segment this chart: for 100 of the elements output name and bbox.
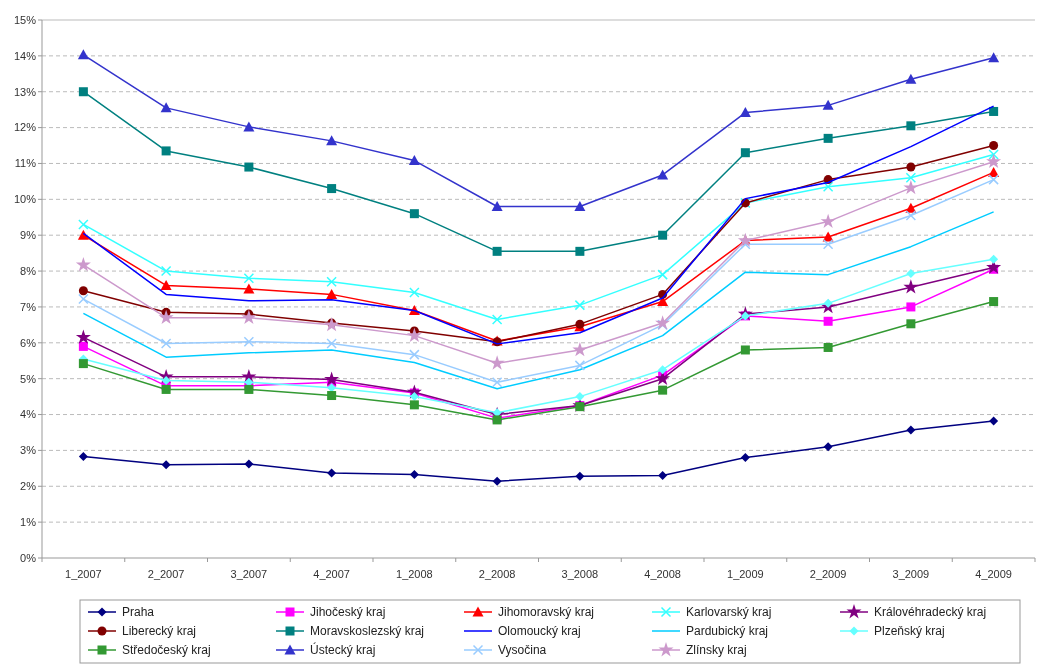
point	[575, 246, 585, 256]
x-tick-label: 4_2009	[975, 568, 1012, 580]
point	[326, 276, 337, 288]
point	[244, 459, 254, 469]
point	[491, 201, 503, 212]
y-tick-label: 0%	[20, 551, 37, 564]
legend-label: Plzeňský kraj	[874, 624, 945, 639]
point	[327, 184, 337, 194]
point	[823, 442, 833, 452]
point	[327, 468, 337, 478]
point	[740, 148, 750, 158]
point	[823, 316, 833, 326]
x-tick-label: 3_2008	[561, 568, 599, 580]
y-tick-label: 11%	[14, 157, 37, 170]
point	[160, 279, 172, 290]
line-series	[82, 211, 995, 390]
point	[574, 360, 586, 371]
y-tick-label: 8%	[20, 264, 37, 277]
point	[822, 181, 834, 193]
y-tick-label: 15%	[13, 13, 37, 26]
point	[492, 476, 502, 486]
legend-label: Moravskoslezský kraj	[310, 624, 425, 639]
point	[575, 471, 585, 481]
point	[241, 309, 257, 325]
legend-label: Olomoucký kraj	[498, 624, 581, 639]
point	[78, 341, 88, 351]
point	[160, 265, 172, 277]
point	[243, 272, 255, 284]
x-tick-label: 4_2007	[313, 568, 350, 580]
legend-label: Královéhradecký kraj	[874, 605, 987, 620]
point	[740, 453, 750, 463]
point	[409, 209, 419, 219]
x-tick-label: 4_2008	[644, 568, 681, 580]
point	[326, 135, 338, 146]
point	[903, 279, 919, 294]
point	[989, 416, 999, 426]
point	[78, 219, 89, 230]
point	[326, 288, 338, 299]
point	[78, 452, 88, 461]
point	[492, 246, 502, 256]
point	[409, 392, 419, 402]
point	[658, 385, 668, 395]
point	[158, 309, 174, 325]
point	[78, 359, 88, 369]
x-tick-label: 2_2009	[809, 568, 847, 580]
point	[324, 371, 340, 386]
point	[243, 121, 255, 132]
y-tick-label: 5%	[20, 372, 37, 385]
point	[740, 345, 750, 355]
point	[820, 213, 836, 228]
point	[905, 172, 917, 184]
point	[823, 133, 833, 143]
point	[77, 49, 89, 60]
point	[244, 162, 254, 172]
point	[326, 338, 337, 349]
y-tick-label: 13%	[13, 85, 37, 98]
point	[161, 146, 171, 156]
point	[986, 153, 1002, 169]
point	[906, 269, 916, 279]
point	[409, 469, 419, 479]
x-tick-label: 1_2008	[396, 568, 433, 580]
point	[409, 349, 420, 360]
point	[906, 319, 916, 329]
point	[906, 425, 916, 435]
x-tick-label: 1_2007	[65, 568, 102, 580]
point	[243, 283, 255, 294]
point	[408, 155, 420, 166]
point	[658, 230, 668, 240]
y-tick-label: 1%	[20, 515, 37, 528]
point	[989, 141, 999, 151]
point	[409, 287, 420, 298]
y-tick-label: 9%	[20, 229, 37, 242]
y-tick-label: 2%	[20, 480, 37, 493]
point	[409, 400, 419, 410]
point	[574, 201, 586, 212]
point	[575, 392, 585, 402]
point	[572, 342, 588, 357]
x-tick-label: 1_2009	[727, 568, 764, 580]
point	[160, 102, 172, 113]
point	[327, 391, 337, 401]
point	[489, 355, 505, 370]
x-tick-label: 3_2007	[230, 568, 268, 580]
point	[903, 179, 919, 195]
legend-label: Zlínsky kraj	[686, 643, 747, 658]
legend-label: Středočeský kraj	[122, 643, 211, 658]
point	[906, 121, 916, 131]
point	[655, 315, 671, 330]
point	[658, 365, 668, 375]
legend-label: Ústecký kraj	[310, 642, 376, 658]
y-tick-label: 12%	[13, 121, 37, 134]
point	[906, 162, 916, 172]
legend-label: Praha	[122, 605, 155, 620]
point	[822, 99, 834, 110]
point	[491, 377, 503, 388]
point	[988, 149, 999, 160]
point	[574, 299, 586, 311]
point	[75, 257, 91, 272]
legend-label: Liberecký kraj	[122, 624, 197, 639]
x-tick-label: 2_2007	[147, 568, 185, 580]
point	[905, 73, 917, 84]
